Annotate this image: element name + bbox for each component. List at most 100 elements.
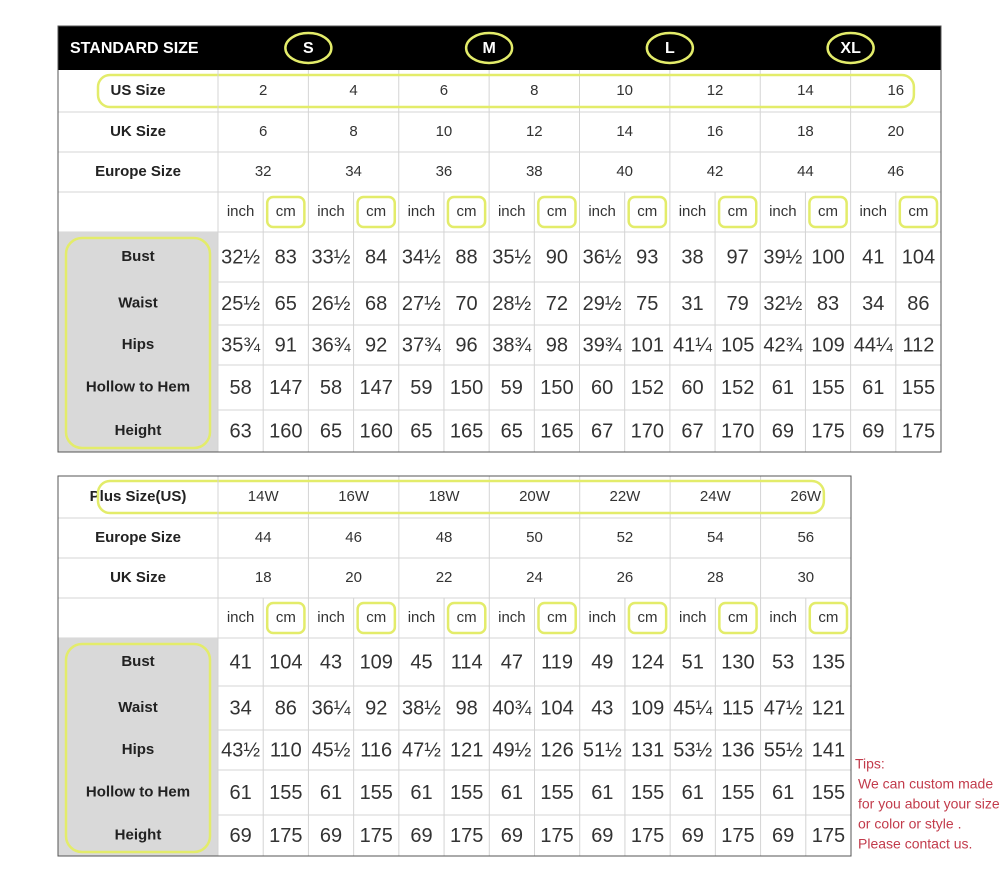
measure-value: 119: [541, 651, 573, 673]
measure-value: 130: [721, 651, 754, 673]
size-value: 26: [617, 569, 634, 586]
unit-label: inch: [227, 609, 255, 626]
measure-value: 92: [365, 697, 387, 719]
row-label: Hollow to Hem: [86, 378, 190, 395]
measure-value: 90: [546, 246, 568, 268]
measure-value: 136: [721, 739, 754, 761]
unit-label: inch: [317, 609, 345, 626]
measure-value: 47: [501, 651, 523, 673]
size-value: 2: [259, 82, 267, 99]
row-label: Hollow to Hem: [86, 783, 190, 800]
size-value: 38: [526, 163, 543, 180]
size-value: 8: [349, 123, 357, 140]
measure-value: 47½: [764, 697, 803, 719]
measure-value: 98: [546, 334, 568, 356]
size-value: 20W: [519, 488, 551, 505]
row-label: Hips: [122, 741, 155, 758]
measure-value: 65: [275, 293, 297, 315]
measure-value: 112: [902, 334, 934, 356]
measure-value: 147: [269, 377, 302, 399]
measure-value: 61: [772, 782, 794, 804]
tips-line: Please contact us.: [858, 836, 972, 852]
size-value: 30: [797, 569, 814, 586]
measure-value: 34½: [402, 246, 441, 268]
measure-value: 44¼: [854, 334, 893, 356]
measure-value: 59: [410, 377, 432, 399]
row-label: Waist: [118, 699, 157, 716]
measure-value: 109: [811, 334, 844, 356]
measure-value: 116: [360, 739, 392, 761]
size-value: 12: [707, 82, 724, 99]
measure-value: 45¼: [673, 697, 712, 719]
row-label: Waist: [118, 294, 157, 311]
row-label: UK Size: [110, 569, 166, 586]
row-label: Europe Size: [95, 163, 181, 180]
measure-value: 38¾: [492, 334, 531, 356]
measure-value: 34: [229, 697, 251, 719]
measure-value: 60: [591, 377, 613, 399]
measure-value: 41: [862, 246, 884, 268]
measure-value: 34: [862, 293, 884, 315]
tips-line: We can custom made: [858, 776, 993, 792]
row-label: Bust: [121, 248, 154, 265]
measure-value: 86: [907, 293, 929, 315]
size-group: M: [482, 40, 495, 57]
measure-value: 147: [359, 377, 392, 399]
measure-value: 61: [501, 782, 523, 804]
measure-value: 25½: [221, 293, 260, 315]
measure-value: 109: [360, 651, 393, 673]
size-value: 54: [707, 529, 724, 546]
table-border: [57, 475, 852, 857]
measure-value: 61: [410, 782, 432, 804]
label-bg: [58, 232, 218, 452]
measure-value: 33½: [312, 246, 351, 268]
size-value: 28: [707, 569, 724, 586]
measure-value: 51: [682, 651, 704, 673]
measure-value: 69: [591, 825, 613, 847]
measure-value: 152: [721, 377, 754, 399]
measure-value: 43: [591, 697, 613, 719]
measure-value: 69: [862, 420, 884, 442]
measure-value: 55½: [764, 739, 803, 761]
measure-value: 35½: [492, 246, 531, 268]
size-value: 6: [259, 123, 267, 140]
measure-value: 75: [636, 293, 658, 315]
size-circle: [645, 31, 695, 65]
measure-value: 69: [410, 825, 432, 847]
measure-value: 175: [269, 825, 302, 847]
size-group: S: [303, 40, 314, 57]
size-value: 22: [436, 569, 453, 586]
measure-value: 37¾: [402, 334, 441, 356]
size-value: 46: [345, 529, 362, 546]
measure-value: 39½: [763, 246, 802, 268]
measure-value: 67: [681, 420, 703, 442]
measure-value: 79: [727, 293, 749, 315]
measure-value: 83: [275, 246, 297, 268]
measure-value: 69: [772, 825, 794, 847]
measure-value: 49: [591, 651, 613, 673]
size-value: 18W: [429, 488, 461, 505]
measure-value: 114: [451, 651, 483, 673]
unit-label: inch: [408, 203, 436, 220]
measure-value: 72: [546, 293, 568, 315]
measure-value: 175: [631, 825, 664, 847]
unit-label: cm: [818, 203, 838, 220]
size-circle: [826, 31, 875, 65]
highlight: [356, 195, 396, 229]
highlight: [64, 642, 212, 854]
measure-value: 126: [540, 739, 573, 761]
highlight: [446, 601, 487, 635]
highlight: [64, 236, 212, 450]
measure-value: 105: [721, 334, 754, 356]
size-circle: [464, 31, 514, 65]
measure-value: 31: [681, 293, 703, 315]
highlight: [265, 195, 306, 229]
measure-value: 152: [631, 377, 664, 399]
unit-label: cm: [276, 609, 296, 626]
row-label: Bust: [121, 653, 154, 670]
size-value: 16: [887, 82, 904, 99]
measure-value: 43: [320, 651, 342, 673]
measure-value: 36½: [583, 246, 622, 268]
highlight: [627, 195, 668, 229]
measure-value: 67: [591, 420, 613, 442]
